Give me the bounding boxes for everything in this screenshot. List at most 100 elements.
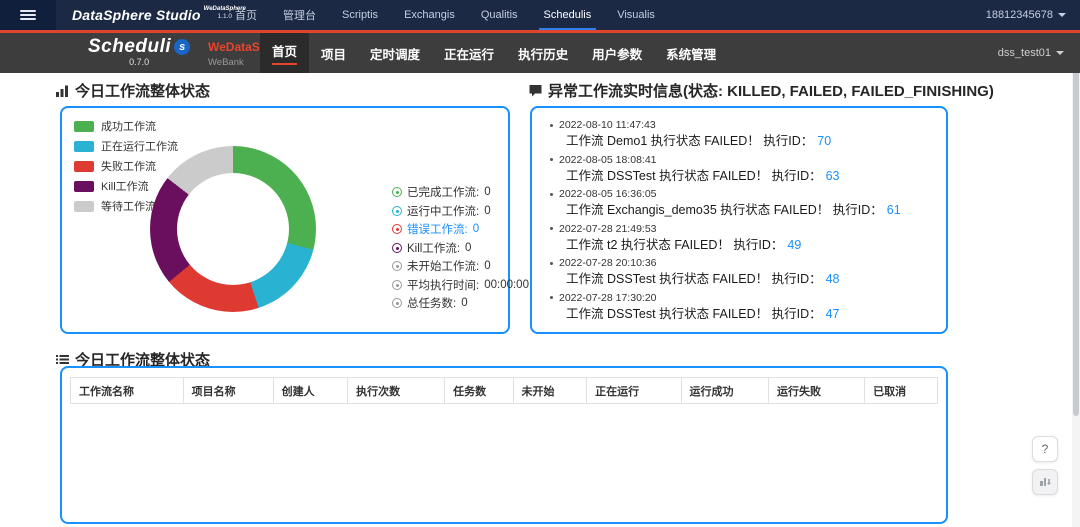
chevron-down-icon xyxy=(1058,13,1066,17)
column-header-creator: 创建人 xyxy=(274,378,349,403)
status-dot-icon xyxy=(392,261,402,271)
topnav-item-home[interactable]: 首页 xyxy=(235,10,257,22)
stat-error[interactable]: 错误工作流: 0 xyxy=(392,221,529,237)
status-dot-icon xyxy=(392,205,402,216)
subnav-item-home[interactable]: 首页 xyxy=(260,33,310,73)
topnav-item-visualis[interactable]: Visualis xyxy=(617,9,655,21)
execution-id-link[interactable]: 49 xyxy=(787,237,802,252)
list-item: 2022-07-28 21:49:53 工作流 t2 执行状态 FAILED！ … xyxy=(532,221,946,254)
bullet-icon xyxy=(550,261,553,265)
brand-suffix: WeDataSphere xyxy=(203,6,246,12)
chevron-down-icon xyxy=(1056,51,1064,55)
stat-completed: 已完成工作流: 0 xyxy=(392,184,529,200)
workflow-table-panel: 工作流名称 项目名称 创建人 执行次数 任务数 未开始 正在运行 运行成功 运行… xyxy=(60,366,948,524)
subnav-item-running[interactable]: 正在运行 xyxy=(444,47,495,62)
list-item: 2022-08-05 18:08:41 工作流 DSSTest 执行状态 FAI… xyxy=(532,152,946,185)
column-header-project-name: 项目名称 xyxy=(184,378,274,403)
donut-hole xyxy=(177,173,289,285)
status-dot-icon xyxy=(392,224,402,234)
alert-time: 2022-08-05 16:36:05 xyxy=(559,188,657,200)
execution-id-link[interactable]: 48 xyxy=(825,272,840,286)
workflow-stats-list: 已完成工作流: 0 运行中工作流: 0 错误工作流: 0 Kill工作流: 0 未开始工… xyxy=(392,184,529,311)
legend-item-success[interactable]: 成功工作流 xyxy=(74,118,178,134)
top-navbar: DataSphere Studio WeDataSphere 1.1.0 首页 … xyxy=(0,0,1080,30)
schedulis-navbar: Scheduli s 0.7.0 WeDataSphere WeBank 首页 … xyxy=(0,33,1080,73)
subnav-item-scheduled[interactable]: 定时调度 xyxy=(370,47,421,62)
schedulis-logo-badge: s xyxy=(174,38,191,55)
chart-legend: 成功工作流 正在运行工作流 失败工作流 Kill工作流 等待工作流 xyxy=(74,118,178,214)
bullet-icon xyxy=(550,227,553,230)
brand-version: 1.1.0 xyxy=(217,13,233,20)
donut-chart[interactable] xyxy=(150,146,316,312)
column-header-not-started: 未开始 xyxy=(514,378,588,403)
list-icon xyxy=(55,352,70,367)
top-nav: 首页 管理台 Scriptis Exchangis Qualitis Sched… xyxy=(222,0,668,30)
execution-id-link[interactable]: 61 xyxy=(886,203,901,217)
list-item: 2022-08-10 11:47:43 工作流 Demo1 执行状态 FAILE… xyxy=(532,117,946,150)
execution-id-link[interactable]: 47 xyxy=(825,306,840,321)
alert-time: 2022-07-28 20:10:36 xyxy=(559,257,657,269)
execution-id-link[interactable]: 70 xyxy=(817,134,832,148)
brand-title: DataSphere Studio xyxy=(72,7,201,23)
status-dot-icon xyxy=(392,279,402,290)
alert-time: 2022-08-10 11:47:43 xyxy=(559,119,656,131)
schedulis-version: 0.7.0 xyxy=(129,57,150,67)
legend-swatch xyxy=(74,140,94,152)
help-button[interactable]: ? xyxy=(1032,436,1058,462)
legend-item-running[interactable]: 正在运行工作流 xyxy=(74,138,178,154)
legend-swatch xyxy=(74,120,94,132)
hamburger-icon xyxy=(20,10,36,20)
legend-swatch xyxy=(74,180,94,192)
brand-logo[interactable]: DataSphere Studio WeDataSphere 1.1.0 xyxy=(72,0,246,30)
stat-total-tasks: 总任务数: 0 xyxy=(392,295,529,311)
status-dot-icon xyxy=(392,187,402,197)
column-header-workflow-name: 工作流名称 xyxy=(71,378,184,403)
bullet-icon xyxy=(550,123,553,127)
legend-item-waiting[interactable]: 等待工作流 xyxy=(74,198,178,214)
user-menu[interactable]: 18812345678 xyxy=(986,0,1066,30)
abnormal-workflows-panel: 2022-08-10 11:47:43 工作流 Demo1 执行状态 FAILE… xyxy=(530,106,948,334)
schedulis-logo[interactable]: Scheduli s 0.7.0 xyxy=(88,37,191,67)
column-header-failed: 运行失败 xyxy=(769,378,866,403)
topnav-item-console[interactable]: 管理台 xyxy=(283,10,316,22)
scrollbar[interactable] xyxy=(1072,33,1080,527)
accent-divider xyxy=(0,30,1080,33)
list-item: 2022-07-28 17:30:20 工作流 DSSTest 执行状态 FAI… xyxy=(532,290,946,323)
subnav-item-user-params[interactable]: 用户参数 xyxy=(592,47,643,62)
subnav-item-system[interactable]: 系统管理 xyxy=(666,47,717,62)
subnav-item-history[interactable]: 执行历史 xyxy=(518,47,569,62)
hamburger-menu-button[interactable] xyxy=(0,0,56,30)
column-header-running: 正在运行 xyxy=(587,378,682,403)
alert-time: 2022-08-05 18:08:41 xyxy=(559,153,657,166)
stat-not-started: 未开始工作流: 0 xyxy=(392,258,529,274)
execution-id-link[interactable]: 63 xyxy=(825,168,840,183)
alert-message: 工作流 DSSTest 执行状态 FAILED！ 执行ID： xyxy=(566,168,822,183)
bar-chart-icon xyxy=(55,83,70,98)
topnav-item-schedulis[interactable]: Schedulis xyxy=(531,0,605,30)
status-dot-icon xyxy=(392,242,402,253)
legend-item-killed[interactable]: Kill工作流 xyxy=(74,178,178,194)
widget-button[interactable] xyxy=(1032,469,1058,495)
scrollbar-thumb[interactable] xyxy=(1073,36,1079,416)
topnav-item-scriptis[interactable]: Scriptis xyxy=(342,9,379,21)
legend-swatch xyxy=(74,160,94,172)
legend-item-failed[interactable]: 失败工作流 xyxy=(74,158,178,174)
list-item: 2022-07-28 20:10:36 工作流 DSSTest 执行状态 FAI… xyxy=(532,255,946,288)
table-header-row: 工作流名称 项目名称 创建人 执行次数 任务数 未开始 正在运行 运行成功 运行… xyxy=(70,377,938,404)
topnav-item-qualitis[interactable]: Qualitis xyxy=(480,9,518,21)
subnav-item-projects[interactable]: 项目 xyxy=(321,47,347,62)
alert-time: 2022-07-28 17:30:20 xyxy=(559,291,657,304)
right-section-title: 异常工作流实时信息(状态: KILLED, FAILED, FAILED_FIN… xyxy=(528,80,994,101)
schedulis-username: dss_test01 xyxy=(997,47,1051,59)
column-header-exec-count: 执行次数 xyxy=(348,378,446,403)
stat-killed: Kill工作流: 0 xyxy=(392,240,529,256)
list-item: 2022-08-05 16:36:05 工作流 Exchangis_demo35… xyxy=(532,186,946,219)
alert-message: 工作流 DSSTest 执行状态 FAILED！ 执行ID： xyxy=(566,306,822,321)
schedulis-user-menu[interactable]: dss_test01 xyxy=(998,33,1064,73)
workflow-status-chart-panel: 成功工作流 正在运行工作流 失败工作流 Kill工作流 等待工作流 xyxy=(60,106,529,334)
bullet-icon xyxy=(550,158,553,161)
org-subname: WeBank xyxy=(208,57,244,68)
topnav-item-exchangis[interactable]: Exchangis xyxy=(404,9,455,21)
alert-message: 工作流 t2 执行状态 FAILED！ 执行ID： xyxy=(566,237,784,252)
alert-message: 工作流 DSSTest 执行状态 FAILED！ 执行ID： xyxy=(566,272,822,286)
